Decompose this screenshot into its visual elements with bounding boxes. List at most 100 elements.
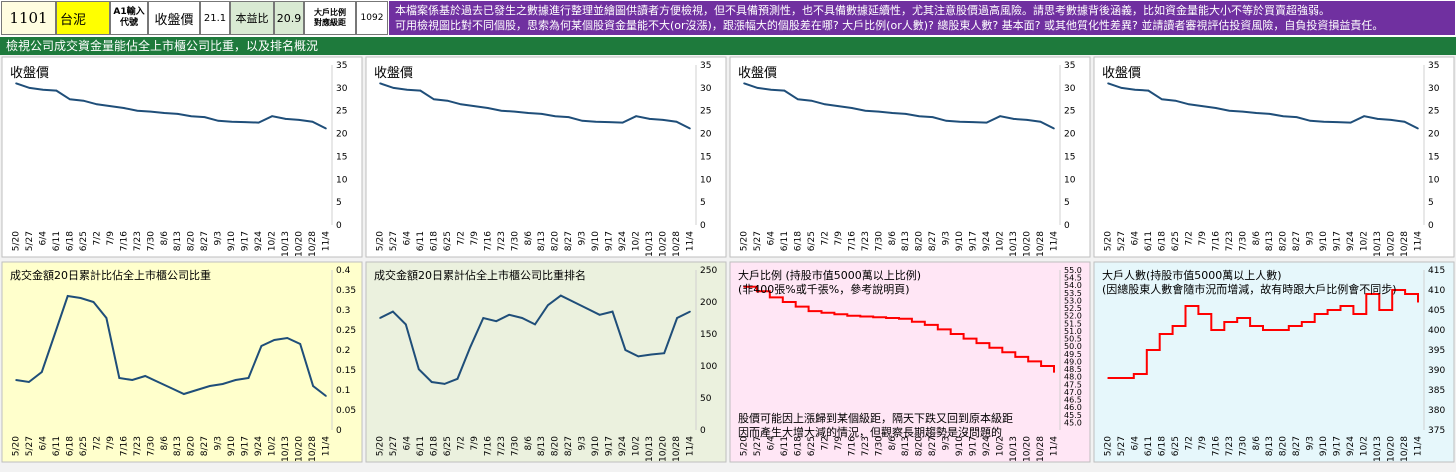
- data-point: [1174, 99, 1177, 102]
- x-tick-label: 8/13: [173, 436, 183, 456]
- data-point: [624, 349, 627, 351]
- pe-ratio-label: 本益比: [230, 1, 274, 35]
- data-point: [28, 87, 31, 89]
- data-point: [783, 89, 786, 92]
- y-tick-label: 415: [1428, 266, 1445, 276]
- data-point: [676, 317, 678, 319]
- data-point: [1134, 88, 1136, 91]
- y-tick-label: 52.0: [1064, 312, 1082, 321]
- x-tick-label: 6/25: [807, 231, 817, 251]
- y-tick-label: 45.5: [1064, 411, 1082, 420]
- chart-title: 收盤價: [10, 66, 49, 81]
- data-point: [69, 98, 71, 101]
- data-point: [41, 371, 43, 373]
- data-point: [28, 381, 30, 383]
- x-tick-label: 5/20: [376, 231, 386, 251]
- x-tick-label: 11/4: [686, 231, 696, 251]
- x-tick-label: 7/16: [1211, 436, 1221, 456]
- x-tick-label: 10/2: [268, 231, 278, 251]
- data-point: [419, 89, 422, 92]
- x-tick-label: 9/10: [955, 436, 965, 456]
- x-tick-label: 8/27: [928, 231, 938, 251]
- data-point: [176, 113, 179, 115]
- data-point: [163, 112, 166, 114]
- section-title: 檢視公司成交資金量能佔全上市櫃公司比重，以及排名概況: [0, 37, 1456, 55]
- data-point: [534, 323, 536, 326]
- disclaimer-line2: 可用檢視圖比對不同個股，思索為何某個股資金量能不大(or沒漲)，跟漲幅大的個股差…: [395, 19, 1384, 32]
- x-tick-label: 7/9: [834, 231, 844, 246]
- x-tick-label: 6/4: [402, 436, 412, 451]
- x-tick-label: 8/27: [928, 436, 938, 456]
- y-tick-label: 49.0: [1064, 357, 1082, 366]
- x-tick-label: 5/27: [753, 231, 763, 251]
- x-tick-label: 6/18: [793, 436, 803, 456]
- data-point: [482, 317, 485, 319]
- data-point: [1309, 119, 1311, 122]
- data-point: [1014, 356, 1017, 358]
- y-tick-label: 5: [336, 198, 342, 208]
- x-tick-label: 10/2: [632, 231, 642, 251]
- x-tick-label: 10/13: [281, 231, 291, 257]
- data-point: [608, 121, 610, 123]
- x-tick-label: 10/13: [645, 231, 655, 257]
- y-tick-label: 0: [336, 221, 342, 231]
- y-tick-label: 25: [1428, 107, 1439, 117]
- chart-subtitle: (因總股東人數會隨市況而增減，故有時跟大戶比例會不同步): [1102, 282, 1397, 296]
- x-tick-label: 6/11: [416, 436, 426, 456]
- x-tick-label: 10/13: [645, 436, 655, 462]
- stock-code-input[interactable]: 1101: [1, 1, 56, 35]
- data-point: [495, 320, 498, 323]
- x-tick-label: 6/25: [1171, 231, 1181, 251]
- y-tick-label: 5: [1428, 198, 1434, 208]
- data-point: [1288, 325, 1290, 327]
- data-point: [1349, 121, 1352, 124]
- data-point: [379, 82, 381, 85]
- y-tick-label: 47.5: [1064, 380, 1082, 389]
- x-tick-label: 7/23: [497, 436, 507, 456]
- chart-title: 成交金額20日累計比佔全上市櫃公司比重: [10, 268, 211, 282]
- x-tick-label: 10/20: [1387, 436, 1397, 462]
- x-tick-label: 11/4: [1050, 436, 1060, 456]
- x-tick-label: 6/4: [1130, 436, 1140, 451]
- x-tick-label: 6/18: [429, 436, 439, 456]
- y-tick-label: 100: [700, 362, 717, 372]
- data-point: [1336, 121, 1338, 123]
- data-point: [1326, 309, 1329, 311]
- data-point: [898, 317, 900, 320]
- x-tick-label: 10/20: [1023, 436, 1033, 462]
- data-point: [872, 316, 874, 319]
- data-point: [1363, 115, 1365, 117]
- y-tick-label: 30: [336, 84, 348, 94]
- y-tick-label: 30: [1064, 84, 1076, 94]
- x-tick-label: 5/27: [25, 231, 35, 251]
- x-tick-label: 8/20: [187, 231, 197, 251]
- x-tick-label: 7/30: [874, 231, 884, 251]
- y-tick-label: 375: [1428, 426, 1445, 436]
- x-tick-label: 9/17: [241, 436, 251, 456]
- y-tick-label: 50: [700, 394, 712, 404]
- x-tick-label: 10/13: [1009, 436, 1019, 462]
- x-tick-label: 5/27: [389, 436, 399, 456]
- x-tick-label: 10/2: [1360, 231, 1370, 251]
- y-tick-label: 50.5: [1064, 335, 1082, 344]
- data-point: [949, 333, 952, 335]
- data-point: [1417, 301, 1419, 303]
- data-point: [508, 314, 510, 316]
- x-tick-label: 8/6: [888, 231, 898, 246]
- data-point: [487, 107, 489, 109]
- data-point: [521, 317, 523, 319]
- data-point: [1039, 120, 1042, 123]
- x-tick-label: 8/27: [1292, 436, 1302, 456]
- data-point: [689, 127, 691, 130]
- x-tick-label: 10/13: [1009, 231, 1019, 257]
- y-tick-label: 390: [1428, 366, 1445, 376]
- data-point: [891, 112, 894, 114]
- x-tick-label: 8/20: [551, 436, 561, 456]
- data-point: [911, 321, 913, 323]
- data-point: [405, 323, 407, 326]
- data-point: [1282, 115, 1285, 117]
- x-tick-label: 8/20: [1279, 436, 1289, 456]
- x-tick-label: 10/13: [281, 436, 291, 462]
- data-point: [417, 368, 420, 371]
